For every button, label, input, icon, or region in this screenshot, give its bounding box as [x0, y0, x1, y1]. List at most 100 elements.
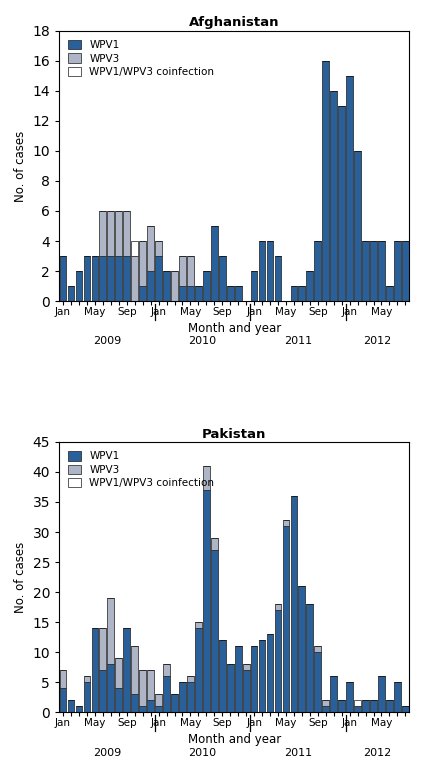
Y-axis label: No. of cases: No. of cases	[14, 542, 27, 613]
Bar	[298, 586, 305, 712]
Bar	[123, 256, 130, 301]
Bar	[243, 664, 249, 670]
Bar	[346, 76, 353, 301]
Bar	[155, 694, 162, 706]
Bar	[195, 628, 202, 712]
Bar	[139, 670, 146, 706]
Bar	[92, 256, 98, 301]
Bar	[84, 256, 90, 301]
Bar	[123, 211, 130, 256]
Bar	[267, 241, 273, 301]
Bar	[187, 286, 194, 301]
Bar	[354, 706, 361, 712]
Bar	[108, 664, 114, 712]
Bar	[314, 653, 321, 712]
Bar	[330, 676, 337, 712]
Bar	[155, 256, 162, 301]
Text: 2009: 2009	[93, 748, 121, 758]
Bar	[386, 286, 393, 301]
Bar	[322, 61, 329, 301]
Bar	[290, 496, 297, 712]
Bar	[100, 211, 106, 256]
Bar	[251, 647, 257, 712]
Bar	[187, 683, 194, 712]
Bar	[147, 700, 154, 712]
Bar	[370, 700, 377, 712]
Bar	[131, 241, 138, 256]
Bar	[171, 271, 178, 301]
Bar	[275, 611, 281, 712]
Bar	[195, 286, 202, 301]
Bar	[346, 683, 353, 712]
Bar	[306, 604, 313, 712]
Bar	[100, 628, 106, 670]
Text: 2010: 2010	[188, 336, 216, 346]
Text: 2011: 2011	[284, 748, 312, 758]
Bar	[235, 647, 241, 712]
Bar	[386, 700, 393, 712]
Bar	[394, 683, 401, 712]
Bar	[275, 604, 281, 611]
Bar	[147, 670, 154, 700]
Bar	[139, 706, 146, 712]
Bar	[92, 628, 98, 712]
Text: 2011: 2011	[284, 336, 312, 346]
Bar	[108, 598, 114, 664]
Bar	[179, 683, 186, 712]
Bar	[163, 676, 170, 712]
Bar	[187, 676, 194, 683]
Bar	[314, 241, 321, 301]
Bar	[84, 676, 90, 683]
Bar	[60, 689, 66, 712]
Bar	[251, 271, 257, 301]
Bar	[195, 622, 202, 628]
Bar	[147, 226, 154, 271]
X-axis label: Month and year: Month and year	[188, 734, 281, 747]
Text: 2009: 2009	[93, 336, 121, 346]
Bar	[60, 670, 66, 689]
Bar	[330, 90, 337, 301]
Bar	[203, 271, 210, 301]
Bar	[100, 256, 106, 301]
Bar	[283, 526, 289, 712]
Bar	[139, 241, 146, 286]
Bar	[163, 271, 170, 301]
Bar	[235, 286, 241, 301]
Legend: WPV1, WPV3, WPV1/WPV3 coinfection: WPV1, WPV3, WPV1/WPV3 coinfection	[64, 447, 219, 493]
Bar	[267, 634, 273, 712]
Bar	[322, 700, 329, 706]
Bar	[370, 241, 377, 301]
Bar	[131, 647, 138, 694]
Bar	[322, 706, 329, 712]
Bar	[68, 700, 74, 712]
Bar	[76, 271, 82, 301]
Bar	[259, 241, 265, 301]
Bar	[227, 664, 234, 712]
Bar	[402, 706, 409, 712]
Bar	[100, 670, 106, 712]
Bar	[115, 689, 122, 712]
Bar	[283, 520, 289, 526]
Bar	[378, 676, 385, 712]
Bar	[108, 256, 114, 301]
Bar	[306, 271, 313, 301]
Bar	[131, 256, 138, 301]
Y-axis label: No. of cases: No. of cases	[14, 130, 27, 201]
Bar	[259, 640, 265, 712]
Bar	[155, 241, 162, 256]
Bar	[362, 700, 369, 712]
Bar	[163, 664, 170, 676]
Title: Pakistan: Pakistan	[202, 427, 266, 440]
Bar	[211, 538, 218, 550]
Bar	[155, 706, 162, 712]
Bar	[179, 286, 186, 301]
Bar	[139, 286, 146, 301]
Bar	[147, 271, 154, 301]
Text: 2010: 2010	[188, 748, 216, 758]
Bar	[203, 466, 210, 490]
Bar	[219, 256, 226, 301]
Bar	[115, 211, 122, 256]
Bar	[84, 683, 90, 712]
Bar	[394, 241, 401, 301]
Bar	[275, 256, 281, 301]
